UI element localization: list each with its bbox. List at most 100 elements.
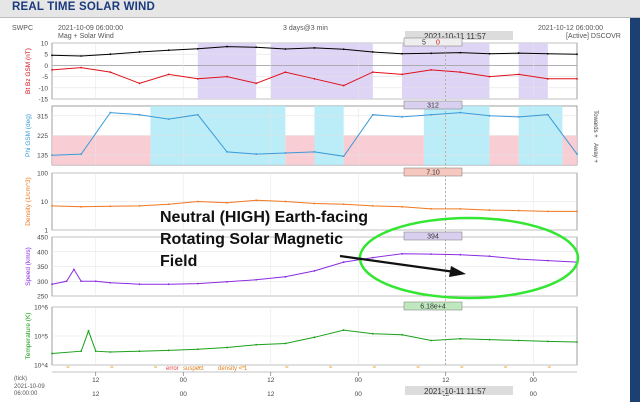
- readout-value-mag-1: 0: [436, 40, 440, 47]
- data-point-density-16: [517, 209, 520, 212]
- data-point-speed-5: [109, 281, 112, 284]
- data-point-density-2: [109, 205, 112, 208]
- shade-band-mag-0: [197, 43, 257, 99]
- data-point-speed-10: [255, 278, 258, 281]
- data-point-temperature-17: [488, 338, 491, 341]
- annotation-arrowhead: [449, 266, 466, 277]
- data-point-speed-2: [72, 268, 75, 271]
- data-point-phi-14: [459, 111, 462, 114]
- data-point-phi-17: [546, 113, 549, 116]
- data-point-bz-5: [196, 77, 199, 80]
- x-tick-label-1: 00: [180, 377, 188, 384]
- readout-value-density-0: 7.10: [426, 170, 440, 177]
- data-point-temperature-4: [109, 351, 112, 353]
- data-point-temperature-13: [371, 332, 374, 335]
- data-point-speed-18: [488, 255, 491, 258]
- data-point-bt-1: [80, 55, 83, 57]
- data-point-phi-3: [138, 113, 141, 116]
- data-point-bz-11: [371, 71, 374, 74]
- annotation-line-1: Neutral (HIGH) Earth-facing: [160, 209, 368, 226]
- y-tick-mag-4: -10: [39, 85, 49, 92]
- data-point-speed-16: [430, 253, 433, 256]
- data-point-temperature-20: [576, 341, 578, 343]
- start-time: 2021-10-09 06:00:00: [58, 25, 123, 32]
- data-point-density-12: [401, 205, 403, 208]
- data-point-bz-13: [430, 68, 433, 71]
- data-point-phi-0: [51, 154, 53, 157]
- data-point-speed-14: [371, 256, 374, 259]
- bottom-start-time: 06:00:00: [14, 391, 38, 397]
- y-tick-density-1: 10: [41, 199, 49, 206]
- data-point-phi-2: [109, 111, 112, 114]
- data-point-phi-4: [167, 118, 170, 121]
- solar-wind-chart: SWPC 2021-10-09 06:00:00 Mag + Solar Win…: [12, 25, 621, 398]
- readout-value-temperature-0: 6.18e+4: [420, 304, 446, 311]
- data-point-bt-16: [517, 52, 520, 54]
- annotation-group: Neutral (HIGH) Earth-facing Rotating Sol…: [160, 209, 580, 300]
- data-point-bz-17: [546, 77, 549, 80]
- data-point-speed-0: [51, 283, 53, 286]
- y-tick-mag-5: -15: [39, 97, 49, 104]
- data-point-bz-0: [51, 68, 53, 71]
- data-point-bt-8: [284, 48, 287, 50]
- readout-box-mag: [403, 37, 463, 47]
- y-axis-label-speed: Speed (km/s): [25, 247, 32, 286]
- x-tick-label-lower-2: 12: [267, 391, 275, 398]
- data-point-bt-13: [430, 52, 433, 55]
- data-point-density-11: [371, 205, 374, 207]
- data-point-bt-5: [196, 47, 199, 50]
- data-point-bz-15: [488, 75, 491, 78]
- data-point-density-17: [546, 210, 549, 213]
- y-tick-temperature-0: 10^6: [34, 305, 48, 312]
- legend-error: error: [166, 366, 179, 372]
- span-label: 3 days@3 min: [283, 25, 328, 32]
- data-point-density-14: [459, 207, 462, 210]
- shade-away-3: [489, 135, 519, 165]
- data-point-temperature-14: [401, 333, 403, 336]
- data-point-density-13: [430, 207, 433, 210]
- legend-density: density < 1: [218, 366, 248, 372]
- scrollbar-edge: [630, 18, 640, 402]
- data-point-bz-8: [284, 71, 287, 74]
- data-point-bt-3: [138, 51, 141, 53]
- data-point-temperature-19: [546, 340, 549, 343]
- source-right: [Active] DSCOVR: [566, 33, 621, 40]
- bottom-start-date: 2021-10-09: [14, 384, 45, 390]
- bottom-time-box: [405, 386, 513, 395]
- data-point-phi-10: [342, 155, 345, 158]
- data-point-bt-6: [226, 45, 228, 48]
- x-tick-label-lower-1: 00: [180, 391, 188, 398]
- shade-away-2: [343, 135, 424, 165]
- data-point-temperature-7: [196, 348, 199, 351]
- data-point-bt-11: [371, 51, 374, 53]
- shade-away-1: [285, 135, 315, 165]
- page-title: REAL TIME SOLAR WIND: [12, 1, 156, 13]
- y-axis-label-phi: Phi GSM (deg): [25, 114, 32, 157]
- data-point-bt-18: [576, 53, 578, 56]
- readout-box-speed: [403, 231, 463, 241]
- data-point-speed-20: [546, 259, 549, 262]
- current-time-box: [405, 31, 513, 40]
- data-point-density-10: [342, 203, 345, 206]
- y-tick-speed-2: 350: [37, 264, 48, 271]
- data-point-bz-10: [342, 84, 345, 87]
- data-point-bz-9: [313, 77, 316, 80]
- data-point-temperature-1: [80, 350, 83, 353]
- org-label: SWPC: [12, 25, 33, 32]
- data-point-speed-13: [342, 261, 345, 263]
- annotation-line-3: Field: [160, 253, 197, 270]
- data-point-bz-4: [167, 73, 170, 76]
- title-bar: REAL TIME SOLAR WIND: [0, 0, 640, 18]
- data-point-speed-12: [313, 270, 316, 272]
- y-axis-label-temperature: Temperature (K): [25, 313, 32, 360]
- data-point-phi-15: [488, 114, 491, 117]
- y-tick-phi-2: 135: [37, 153, 48, 160]
- data-point-bt-15: [488, 52, 491, 55]
- data-point-temperature-11: [313, 336, 316, 339]
- data-point-temperature-15: [430, 339, 433, 342]
- data-point-temperature-2: [87, 329, 90, 332]
- source-left: Mag + Solar Wind: [58, 33, 114, 40]
- y-tick-speed-1: 400: [37, 249, 48, 256]
- shade-away-4: [562, 135, 577, 165]
- data-point-bt-4: [167, 49, 170, 52]
